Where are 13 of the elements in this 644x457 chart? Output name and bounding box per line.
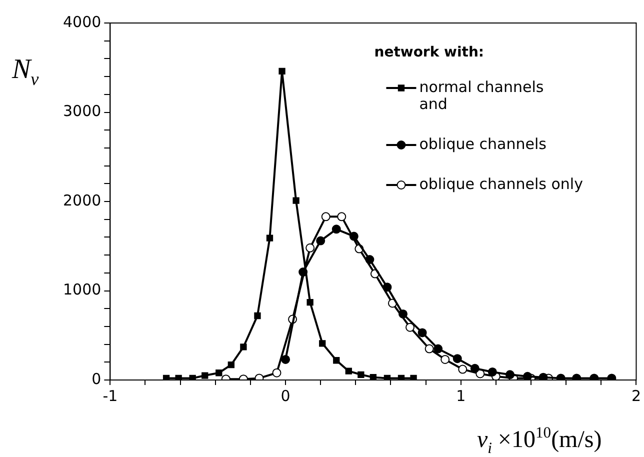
legend-label: oblique channels — [419, 134, 547, 153]
legend-label: normal channels and — [419, 78, 544, 113]
legend-title: network with: — [374, 44, 484, 61]
y-tick-label: 0 — [92, 370, 102, 388]
y-tick-label: 1000 — [62, 280, 102, 299]
x-tick-label: 2 — [631, 386, 641, 405]
legend-label: oblique channels only — [419, 174, 584, 193]
y-tick-label: 3000 — [62, 102, 102, 120]
x-tick-label: -1 — [102, 386, 118, 405]
y-tick-label: 4000 — [62, 12, 102, 31]
x-tick-label: 0 — [280, 386, 290, 405]
y-tick-label: 2000 — [62, 191, 102, 210]
x-tick-label: 1 — [456, 386, 466, 405]
